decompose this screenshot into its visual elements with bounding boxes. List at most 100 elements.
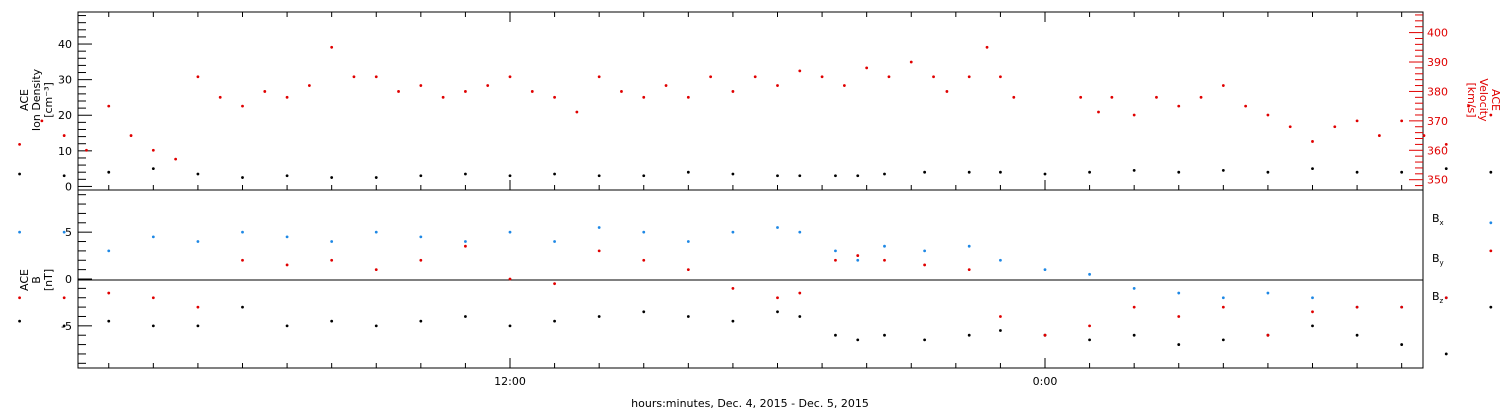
bz-point xyxy=(967,268,971,272)
density-ylabel-line3: [cm⁻³] xyxy=(42,82,55,118)
velocity-ylabel-line2: Velocity xyxy=(1477,78,1490,122)
bx-point xyxy=(776,310,779,314)
velocity-point xyxy=(40,119,44,123)
velocity-point xyxy=(1132,113,1136,117)
bx-point xyxy=(464,315,467,318)
velocity-tick-label: 380 xyxy=(1427,85,1448,98)
bz-point xyxy=(834,258,837,262)
velocity-point xyxy=(419,84,423,87)
density-tick-label: 40 xyxy=(58,38,72,51)
bz-point xyxy=(107,291,111,295)
velocity-point xyxy=(1266,113,1270,117)
by-point xyxy=(798,230,802,234)
velocity-point xyxy=(945,90,949,93)
by-point xyxy=(285,235,289,239)
velocity-point xyxy=(664,84,668,87)
density-ylabel-line1: ACE xyxy=(18,89,31,111)
bz-point xyxy=(798,291,802,295)
by-point xyxy=(151,235,155,239)
bz-point xyxy=(642,258,646,262)
b-tick-label: 5 xyxy=(65,226,72,239)
bz-point xyxy=(553,282,556,286)
by-point xyxy=(1221,296,1225,300)
by-point xyxy=(464,240,467,243)
velocity-point xyxy=(1444,142,1448,146)
velocity-point xyxy=(620,90,623,93)
velocity-point xyxy=(642,95,646,99)
bx-point xyxy=(1444,352,1448,356)
velocity-point xyxy=(709,75,713,79)
velocity-point xyxy=(1199,95,1203,99)
by-point xyxy=(553,240,556,243)
b-ylabel-line3: [nT] xyxy=(42,269,55,291)
x-axis-label: hours:minutes, Dec. 4, 2015 - Dec. 5, 20… xyxy=(631,397,869,410)
density-tick-label: 30 xyxy=(58,74,72,87)
bz-point xyxy=(464,244,467,248)
velocity-point xyxy=(1489,113,1493,117)
density-point xyxy=(834,174,837,178)
velocity-point xyxy=(842,84,846,87)
velocity-point xyxy=(352,75,356,79)
bx-point xyxy=(1177,343,1181,346)
density-point xyxy=(419,174,423,178)
density-point xyxy=(1043,172,1047,176)
by-point xyxy=(18,230,21,234)
bz-point xyxy=(776,296,779,300)
velocity-point xyxy=(397,90,400,93)
x-tick-label: 0:00 xyxy=(1033,375,1058,388)
velocity-point xyxy=(909,60,913,64)
density-point xyxy=(285,174,289,178)
velocity-point xyxy=(820,75,824,79)
velocity-tick-label: 360 xyxy=(1427,144,1448,157)
velocity-point xyxy=(1155,95,1158,99)
by-point xyxy=(856,258,860,262)
velocity-point xyxy=(151,148,155,152)
velocity-point xyxy=(330,45,334,49)
velocity-point xyxy=(753,75,757,79)
density-point xyxy=(508,174,512,178)
bz-point xyxy=(1043,333,1047,337)
density-point xyxy=(1355,170,1359,174)
bz-point xyxy=(241,258,244,262)
bx-point xyxy=(923,338,927,342)
velocity-point xyxy=(62,134,66,137)
velocity-point xyxy=(285,95,289,99)
density-point xyxy=(686,170,690,174)
by-point xyxy=(196,240,200,243)
density-point xyxy=(1489,170,1493,174)
by-point xyxy=(597,226,601,229)
density-point xyxy=(923,170,927,174)
density-point xyxy=(464,172,467,176)
density-point xyxy=(241,176,244,179)
velocity-point xyxy=(1422,134,1426,137)
velocity-point xyxy=(196,75,200,79)
bz-point xyxy=(508,277,512,281)
bz-point xyxy=(923,263,927,267)
top-panel-frame xyxy=(77,11,1424,191)
velocity-point xyxy=(1467,104,1470,108)
bx-point xyxy=(196,324,200,328)
bz-point xyxy=(151,296,155,300)
bz-point xyxy=(330,258,334,262)
velocity-point xyxy=(263,90,267,93)
velocity-point xyxy=(18,142,21,146)
legend-by: By xyxy=(1432,252,1444,267)
density-point xyxy=(330,176,334,179)
bx-point xyxy=(285,324,289,328)
bz-point xyxy=(686,268,690,272)
by-point xyxy=(1311,296,1314,300)
by-point xyxy=(419,235,423,239)
density-point xyxy=(597,174,601,178)
b-tick-label: 0 xyxy=(65,273,72,286)
density-point xyxy=(62,174,66,178)
velocity-point xyxy=(1110,95,1114,99)
bx-point xyxy=(508,324,512,328)
b-ylabel-line2: B xyxy=(30,276,43,284)
velocity-point xyxy=(218,95,222,99)
bz-point xyxy=(1266,333,1270,337)
bx-point xyxy=(883,333,886,337)
legend-by-sub: y xyxy=(1440,259,1444,267)
velocity-point xyxy=(985,45,989,49)
by-point xyxy=(508,230,512,234)
velocity-point xyxy=(553,95,556,99)
